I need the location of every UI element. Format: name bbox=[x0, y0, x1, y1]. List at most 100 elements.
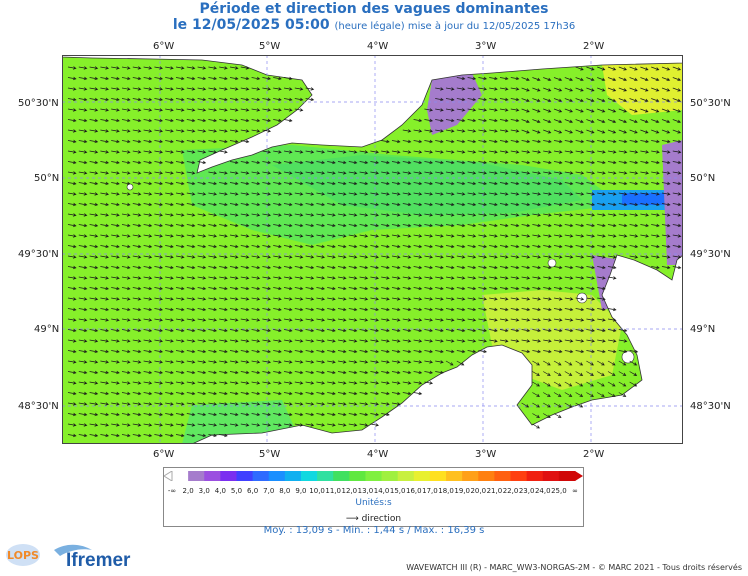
direction-arrow bbox=[305, 286, 315, 291]
direction-arrow bbox=[208, 318, 217, 322]
direction-arrow bbox=[273, 97, 282, 102]
direction-arrow bbox=[100, 423, 109, 427]
direction-arrow bbox=[607, 265, 617, 270]
direction-arrow bbox=[186, 129, 196, 133]
direction-arrow bbox=[607, 276, 617, 280]
direction-arrow bbox=[240, 223, 250, 228]
direction-arrow bbox=[219, 391, 228, 396]
direction-arrow bbox=[597, 213, 606, 217]
legend-tick-label: 24,0 bbox=[534, 487, 551, 495]
direction-arrow bbox=[359, 202, 369, 207]
legend-tick-label: 17,0 bbox=[422, 487, 438, 495]
direction-arrow bbox=[413, 139, 423, 144]
direction-arrow bbox=[661, 244, 671, 249]
direction-arrow bbox=[607, 87, 617, 92]
direction-arrow bbox=[327, 265, 336, 270]
direction-arrow bbox=[186, 160, 196, 165]
direction-arrow bbox=[629, 349, 639, 354]
direction-arrow bbox=[154, 234, 163, 238]
direction-arrow bbox=[381, 318, 390, 322]
legend-swatch bbox=[365, 471, 383, 481]
direction-arrow bbox=[175, 244, 185, 249]
direction-arrow bbox=[229, 255, 239, 259]
direction-arrow bbox=[499, 171, 509, 175]
direction-arrow bbox=[154, 244, 163, 249]
direction-arrow bbox=[121, 276, 131, 280]
direction-arrow bbox=[283, 349, 293, 354]
direction-arrow bbox=[294, 255, 304, 259]
direction-arrow bbox=[661, 181, 671, 186]
direction-arrow bbox=[316, 223, 325, 228]
direction-arrow bbox=[640, 181, 649, 186]
direction-arrow bbox=[186, 402, 196, 406]
direction-arrow bbox=[586, 265, 595, 270]
direction-arrow bbox=[586, 234, 595, 238]
legend-swatch bbox=[220, 471, 237, 481]
wave-period-map[interactable] bbox=[62, 55, 683, 444]
direction-arrow bbox=[586, 160, 595, 165]
direction-arrow bbox=[229, 213, 239, 217]
direction-arrow bbox=[348, 360, 358, 364]
direction-arrow bbox=[316, 234, 325, 238]
direction-arrow bbox=[262, 370, 271, 375]
direction-arrow bbox=[391, 171, 401, 175]
direction-arrow bbox=[121, 402, 131, 406]
direction-arrow bbox=[262, 171, 271, 175]
direction-arrow bbox=[240, 213, 250, 217]
direction-arrow bbox=[100, 171, 109, 175]
direction-arrow bbox=[240, 423, 250, 427]
direction-arrow bbox=[283, 381, 293, 385]
direction-arrow bbox=[467, 213, 477, 217]
direction-arrow bbox=[132, 349, 142, 354]
direction-arrow bbox=[391, 328, 401, 333]
direction-arrow bbox=[651, 129, 660, 134]
direction-arrow bbox=[100, 160, 109, 165]
direction-arrow bbox=[510, 286, 520, 291]
direction-arrow bbox=[175, 160, 185, 165]
direction-arrow bbox=[327, 286, 336, 291]
direction-arrow bbox=[305, 307, 315, 312]
direction-arrow bbox=[283, 402, 293, 406]
direction-arrow bbox=[89, 339, 99, 343]
legend-tick-label: 13,0 bbox=[357, 487, 374, 495]
direction-arrow bbox=[597, 181, 606, 186]
direction-arrow bbox=[262, 192, 271, 196]
direction-arrow bbox=[175, 391, 185, 396]
direction-arrow bbox=[370, 402, 379, 406]
direction-arrow bbox=[229, 402, 239, 406]
direction-arrow bbox=[564, 360, 573, 366]
direction-arrow bbox=[532, 181, 541, 186]
direction-arrow bbox=[370, 234, 379, 238]
direction-arrow bbox=[327, 244, 336, 249]
direction-arrow bbox=[618, 213, 628, 217]
direction-arrow bbox=[78, 87, 88, 91]
direction-arrow bbox=[251, 129, 261, 133]
direction-arrow bbox=[251, 265, 261, 270]
direction-arrow bbox=[294, 97, 304, 102]
direction-arrow bbox=[521, 160, 531, 165]
direction-arrow bbox=[283, 318, 293, 322]
direction-arrow bbox=[424, 381, 433, 385]
direction-arrow bbox=[197, 192, 207, 196]
direction-arrow bbox=[661, 223, 671, 228]
direction-arrow bbox=[67, 244, 77, 249]
direction-arrow bbox=[175, 129, 185, 133]
direction-arrow bbox=[121, 286, 131, 291]
direction-arrow bbox=[489, 265, 498, 270]
ifremer-logo-text: Ifremer bbox=[66, 550, 131, 571]
direction-arrow bbox=[132, 223, 142, 228]
direction-arrow bbox=[348, 402, 358, 406]
direction-arrow bbox=[597, 87, 606, 92]
direction-arrow bbox=[413, 360, 423, 364]
direction-arrow bbox=[294, 108, 304, 112]
direction-arrow bbox=[672, 139, 682, 144]
direction-arrow bbox=[597, 108, 606, 113]
direction-arrow bbox=[111, 171, 120, 175]
direction-arrow bbox=[564, 171, 574, 175]
direction-arrow bbox=[661, 77, 671, 82]
direction-arrow bbox=[208, 328, 217, 333]
direction-arrow bbox=[219, 276, 228, 280]
direction-arrow bbox=[553, 171, 563, 175]
direction-arrow bbox=[586, 360, 594, 366]
direction-arrow bbox=[629, 77, 638, 82]
